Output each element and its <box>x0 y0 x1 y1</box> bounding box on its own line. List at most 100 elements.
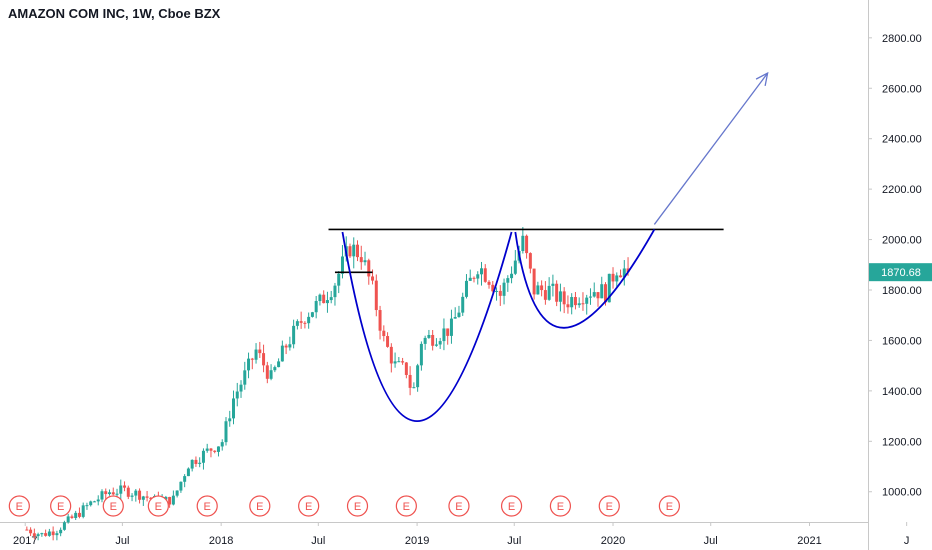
candle-up <box>74 512 78 518</box>
candle-up <box>205 448 209 451</box>
earnings-marker-label: E <box>204 501 211 513</box>
earnings-marker[interactable] <box>50 495 72 517</box>
earnings-marker[interactable] <box>500 495 523 517</box>
candle-up <box>427 334 431 338</box>
candle-down <box>404 362 408 375</box>
candle-up <box>363 260 367 263</box>
candle-down <box>472 277 476 279</box>
candle-down <box>51 531 55 536</box>
candle-down <box>371 276 375 281</box>
candle-up <box>292 325 296 345</box>
candle-down <box>374 280 378 311</box>
x-tick-label: J <box>904 535 910 547</box>
candle-up <box>141 496 145 500</box>
candle-up <box>333 285 337 298</box>
candle-up <box>506 278 510 283</box>
candle-up <box>171 495 175 505</box>
candle-up <box>607 273 611 303</box>
candle-up <box>40 533 44 535</box>
earnings-marker-label: E <box>256 501 263 513</box>
candle-up <box>521 235 525 251</box>
candle-down <box>25 529 29 531</box>
earnings-marker[interactable] <box>549 495 572 517</box>
candle-down <box>70 516 74 518</box>
candle-up <box>85 505 89 507</box>
candle-up <box>62 522 66 530</box>
candle-up <box>295 321 299 326</box>
earnings-marker[interactable] <box>102 495 124 517</box>
candle-up <box>416 365 420 388</box>
candle-up <box>119 485 123 494</box>
candle-down <box>348 246 352 257</box>
candle-up <box>307 316 311 324</box>
candle-up <box>186 468 190 477</box>
candle-up <box>164 496 168 500</box>
earnings-marker-label: E <box>16 501 23 513</box>
earnings-marker[interactable] <box>8 495 30 517</box>
earnings-marker-label: E <box>455 501 462 513</box>
candle-up <box>551 283 555 286</box>
earnings-marker[interactable] <box>298 495 320 517</box>
candle-up <box>600 284 604 299</box>
candle-up <box>340 256 344 274</box>
candle-down <box>562 291 566 305</box>
candle-up <box>592 292 596 297</box>
candle-down <box>401 361 405 363</box>
candle-down <box>194 459 198 464</box>
candle-down <box>431 334 435 346</box>
candle-down <box>77 512 81 517</box>
candle-up <box>585 297 589 304</box>
earnings-marker[interactable] <box>448 495 470 517</box>
candle-up <box>434 344 438 346</box>
earnings-marker[interactable] <box>196 495 218 517</box>
candle-up <box>476 274 480 279</box>
cup-arc-left[interactable] <box>341 231 513 423</box>
earnings-marker[interactable] <box>658 495 680 517</box>
candle-up <box>66 516 70 523</box>
candle-down <box>525 235 529 254</box>
candle-down <box>299 321 303 323</box>
earnings-marker[interactable] <box>249 495 271 517</box>
x-tick-label: Jul <box>311 535 325 547</box>
earnings-marker[interactable] <box>598 495 620 517</box>
candle-down <box>446 328 450 336</box>
x-tick-label: 2018 <box>209 535 233 547</box>
earnings-marker[interactable] <box>147 495 169 517</box>
candle-down <box>111 492 115 495</box>
candle-up <box>393 361 397 364</box>
candle-up <box>588 296 592 298</box>
candle-up <box>235 391 239 399</box>
candle-down <box>532 268 536 295</box>
candle-up <box>220 442 224 447</box>
candle-up <box>615 275 619 282</box>
candle-up <box>449 318 453 336</box>
candle-up <box>277 361 281 368</box>
candle-down <box>540 285 544 291</box>
candle-up <box>47 531 51 536</box>
candle-up <box>280 345 284 362</box>
candle-down <box>386 336 390 347</box>
last-price-tag <box>869 263 932 282</box>
cup-arc-right[interactable] <box>514 229 656 329</box>
candle-down <box>528 253 532 269</box>
candle-down <box>611 273 615 282</box>
y-tick-label: 1800.00 <box>882 285 922 297</box>
candle-down <box>367 260 371 277</box>
target-arrow-line[interactable] <box>653 72 769 225</box>
y-tick-label: 2600.00 <box>882 83 922 95</box>
earnings-marker[interactable] <box>346 495 369 517</box>
y-tick-label: 2000.00 <box>882 235 922 247</box>
y-tick-label: 1200.00 <box>882 436 922 448</box>
candle-up <box>228 418 232 422</box>
candle-up <box>464 280 468 297</box>
earnings-marker[interactable] <box>395 495 417 517</box>
candle-up <box>325 300 329 304</box>
candle-down <box>213 450 217 452</box>
x-tick-label: Jul <box>704 535 718 547</box>
earnings-marker-label: E <box>666 501 673 513</box>
candle-down <box>483 268 487 282</box>
earnings-marker-label: E <box>354 501 361 513</box>
candle-down <box>626 268 630 273</box>
